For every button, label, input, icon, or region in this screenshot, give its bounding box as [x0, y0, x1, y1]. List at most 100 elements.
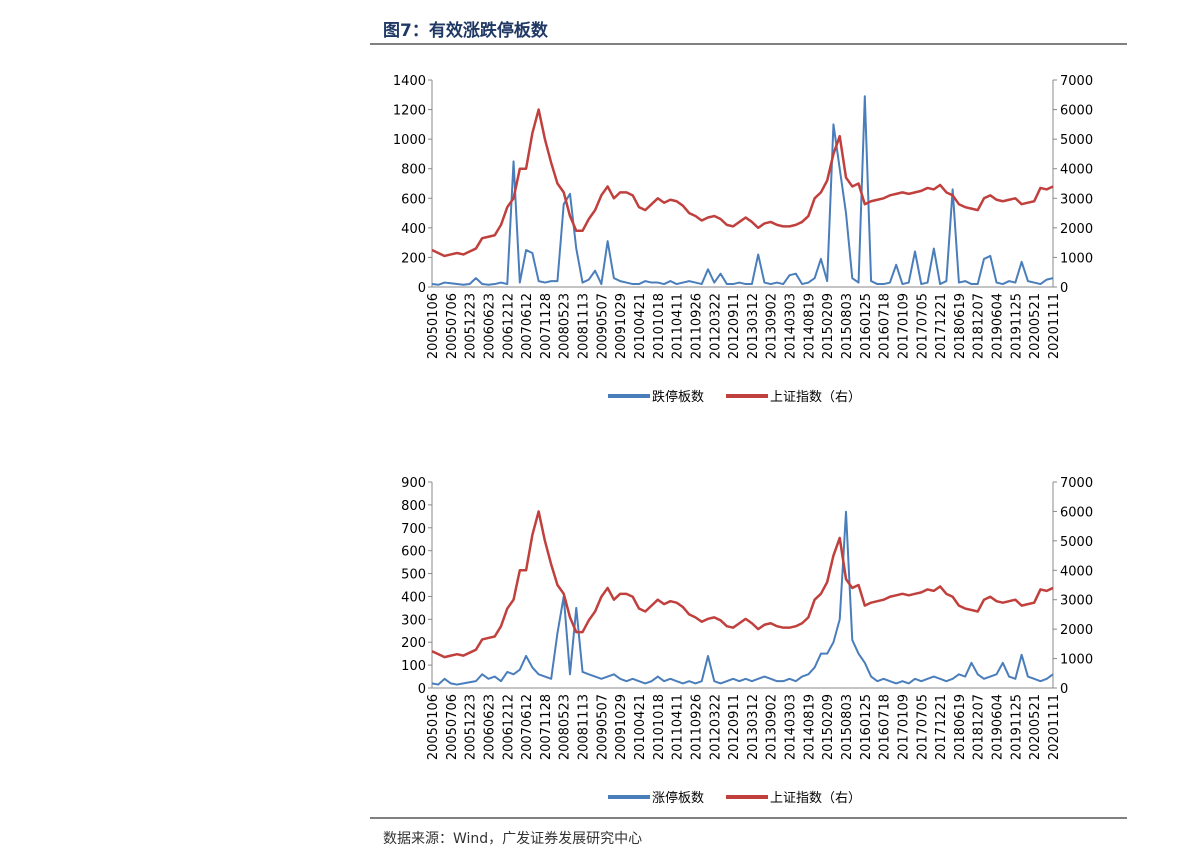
x-tick-label: 20050706 [445, 293, 460, 359]
x-tick-label: 20110926 [689, 293, 704, 359]
x-tick-label: 20181207 [972, 293, 987, 359]
x-tick-label: 20090507 [595, 293, 610, 359]
source-note: 数据来源：Wind，广发证券发展研究中心 [383, 831, 643, 847]
x-tick-label: 20081113 [577, 293, 592, 359]
legend-label: 涨停板数 [652, 790, 704, 806]
x-tick-label: 20081113 [577, 694, 592, 760]
y-tick-label: 700 [401, 522, 426, 537]
x-tick-label: 20140303 [784, 694, 799, 760]
x-tick-label: 20160125 [859, 694, 874, 760]
x-tick-label: 20201111 [1047, 293, 1062, 359]
x-tick-label: 20091029 [614, 694, 629, 760]
y2-tick-label: 3000 [1060, 192, 1093, 207]
x-tick-label: 20200521 [1028, 694, 1043, 760]
y-tick-label: 1200 [393, 104, 426, 119]
x-tick-label: 20110411 [671, 293, 686, 359]
x-tick-label: 20140819 [802, 293, 817, 359]
x-tick-label: 20071128 [539, 694, 554, 760]
x-tick-label: 20201111 [1047, 694, 1062, 760]
y-tick-label: 1400 [393, 74, 426, 89]
x-tick-label: 20180619 [953, 293, 968, 359]
x-tick-label: 20070612 [520, 293, 535, 359]
y2-tick-label: 4000 [1060, 564, 1093, 579]
x-tick-label: 20190604 [991, 694, 1006, 760]
series-line [431, 510, 1054, 686]
y-tick-label: 400 [401, 590, 426, 605]
x-tick-label: 20120911 [727, 293, 742, 359]
x-tick-label: 20071128 [539, 293, 554, 359]
x-tick-label: 20150803 [840, 694, 855, 760]
x-tick-label: 20101018 [652, 293, 667, 359]
x-tick-label: 20090507 [595, 694, 610, 760]
x-tick-label: 20130312 [746, 694, 761, 760]
x-tick-label: 20180619 [953, 694, 968, 760]
figure-title: 图7：有效涨跌停板数 [383, 21, 548, 41]
x-tick-label: 20091029 [614, 293, 629, 359]
x-tick-label: 20150803 [840, 293, 855, 359]
x-tick-label: 20050106 [426, 293, 441, 359]
x-tick-label: 20150209 [821, 694, 836, 760]
y2-tick-label: 2000 [1060, 222, 1093, 237]
y2-tick-label: 0 [1060, 682, 1068, 697]
y-tick-label: 0 [418, 682, 426, 697]
x-tick-label: 20080523 [558, 694, 573, 760]
x-tick-label: 20070612 [520, 694, 535, 760]
series-line [431, 108, 1054, 258]
series-line [431, 95, 1054, 286]
y-tick-label: 400 [401, 222, 426, 237]
y-tick-label: 300 [401, 613, 426, 628]
y2-tick-label: 5000 [1060, 535, 1093, 550]
x-tick-label: 20120911 [727, 694, 742, 760]
x-tick-label: 20120322 [708, 293, 723, 359]
y-tick-label: 500 [401, 568, 426, 583]
x-tick-label: 20061212 [501, 694, 516, 760]
x-tick-label: 20050706 [445, 694, 460, 760]
y2-tick-label: 0 [1060, 281, 1068, 296]
x-tick-label: 20181207 [972, 694, 987, 760]
y2-tick-label: 7000 [1060, 74, 1093, 89]
x-tick-label: 20051223 [464, 293, 479, 359]
x-tick-label: 20061212 [501, 293, 516, 359]
x-tick-label: 20060623 [482, 293, 497, 359]
y2-tick-label: 1000 [1060, 251, 1093, 266]
x-tick-label: 20150209 [821, 293, 836, 359]
x-tick-label: 20080523 [558, 293, 573, 359]
y-tick-label: 1000 [393, 133, 426, 148]
y-tick-label: 0 [418, 281, 426, 296]
x-tick-label: 20191125 [1009, 694, 1024, 760]
x-tick-label: 20110411 [671, 694, 686, 760]
y2-tick-label: 1000 [1060, 653, 1093, 668]
x-tick-label: 20100421 [633, 293, 648, 359]
x-tick-label: 20060623 [482, 694, 497, 760]
x-tick-label: 20100421 [633, 694, 648, 760]
y-tick-label: 800 [401, 499, 426, 514]
x-tick-label: 20160718 [878, 293, 893, 359]
y2-tick-label: 2000 [1060, 623, 1093, 638]
x-tick-label: 20101018 [652, 694, 667, 760]
y-tick-label: 800 [401, 163, 426, 178]
x-tick-label: 20160125 [859, 293, 874, 359]
y-tick-label: 200 [401, 636, 426, 651]
legend-label: 上证指数（右） [770, 791, 861, 806]
x-tick-label: 20171221 [934, 293, 949, 359]
x-tick-label: 20171221 [934, 694, 949, 760]
x-tick-label: 20130902 [765, 293, 780, 359]
y-tick-label: 200 [401, 251, 426, 266]
x-tick-label: 20200521 [1028, 293, 1043, 359]
x-tick-label: 20051223 [464, 694, 479, 760]
x-tick-label: 20050106 [426, 694, 441, 760]
y2-tick-label: 3000 [1060, 594, 1093, 609]
x-tick-label: 20190604 [991, 293, 1006, 359]
y2-tick-label: 7000 [1060, 476, 1093, 491]
x-tick-label: 20191125 [1009, 293, 1024, 359]
x-tick-label: 20110926 [689, 694, 704, 760]
y-tick-label: 600 [401, 192, 426, 207]
legend-label: 跌停板数 [652, 389, 704, 405]
x-tick-label: 20170109 [896, 293, 911, 359]
y2-tick-label: 5000 [1060, 133, 1093, 148]
x-tick-label: 20140819 [802, 694, 817, 760]
y-tick-label: 100 [401, 659, 426, 674]
y-tick-label: 600 [401, 545, 426, 560]
